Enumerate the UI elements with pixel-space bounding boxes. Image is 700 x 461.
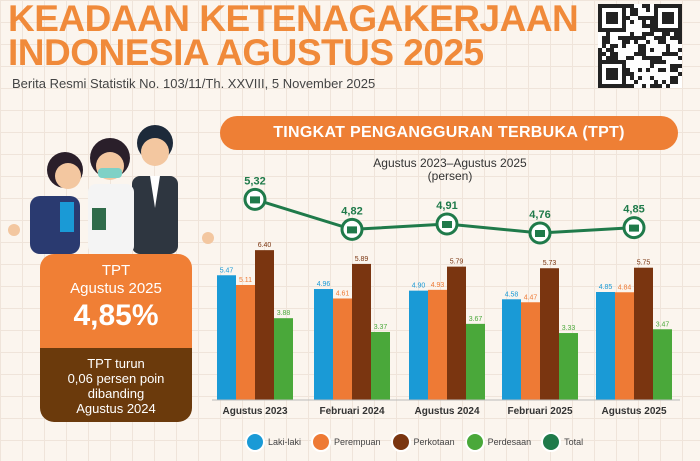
bar-value-label: 4.90 [412, 283, 426, 290]
perkotaan-icon [390, 432, 411, 452]
bar-value-label: 4.58 [505, 291, 519, 298]
total-value-label: 4,85 [623, 204, 644, 216]
x-tick-label: Agustus 2025 [601, 406, 666, 417]
bar-value-label: 4.61 [336, 290, 350, 297]
bar-value-label: 4.96 [317, 281, 331, 288]
legend-item: Perempuan [311, 432, 381, 452]
bar-value-label: 5.47 [220, 267, 234, 274]
bar-perempuan [428, 289, 447, 400]
briefcase-icon [629, 224, 639, 232]
bar-perkotaan [540, 268, 559, 400]
laki-laki-icon [245, 432, 265, 452]
chart-period: Agustus 2023–Agustus 2025 [373, 156, 527, 170]
total-value-label: 5,32 [244, 175, 265, 187]
bar-value-label: 5.79 [450, 259, 464, 266]
bar-value-label: 3.33 [562, 325, 576, 332]
bar-laki-laki [596, 292, 615, 400]
tpt-change-note: TPT turun 0,06 persen poin dibanding Agu… [40, 348, 192, 422]
bar-laki-laki [409, 290, 428, 400]
qr-code[interactable] [598, 4, 682, 88]
summary-value: 4,85% [73, 299, 159, 332]
page-title: KEADAAN KETENAGAKERJAAN INDONESIA AGUSTU… [8, 0, 579, 73]
bar-value-label: 6.40 [258, 242, 272, 249]
bar-perempuan [521, 302, 540, 400]
chart-subtitle: Agustus 2023–Agustus 2025 (persen) [320, 157, 580, 183]
summary-label: TPT [101, 262, 131, 279]
briefcase-icon [347, 226, 357, 234]
legend-item: Perdesaan [464, 432, 532, 452]
people-illustration [8, 125, 214, 254]
bar-laki-laki [217, 275, 236, 400]
bar-value-label: 5.11 [239, 277, 252, 284]
bar-laki-laki [502, 299, 521, 400]
bar-perkotaan [352, 263, 371, 400]
bar-perdesaan [653, 329, 672, 400]
bar-value-label: 3.47 [656, 321, 670, 328]
legend-item: Total [541, 432, 583, 452]
perempuan-icon [311, 432, 332, 452]
bar-value-label: 5.73 [543, 260, 557, 267]
note-line: TPT turun [87, 356, 145, 371]
bar-perempuan [333, 298, 352, 400]
bar-value-label: 4.84 [618, 284, 632, 291]
bar-value-label: 4.85 [599, 284, 613, 291]
bar-perdesaan [274, 318, 293, 400]
x-tick-label: Agustus 2024 [414, 406, 479, 417]
bar-perkotaan [447, 266, 466, 400]
title-line-1: KEADAAN KETENAGAKERJAAN [8, 0, 579, 39]
bar-perkotaan [634, 267, 653, 400]
bar-value-label: 3.88 [277, 310, 291, 317]
note-line: Agustus 2024 [76, 401, 156, 416]
tpt-summary-card: TPT Agustus 2025 4,85% [40, 254, 192, 348]
legend-item: Laki-laki [245, 432, 301, 452]
bar-value-label: 3.37 [374, 324, 388, 331]
bar-perempuan [236, 284, 255, 400]
subtitle: Berita Resmi Statistik No. 103/11/Th. XX… [12, 76, 376, 91]
x-tick-label: Februari 2025 [507, 406, 572, 417]
bar-perdesaan [559, 333, 578, 400]
bar-value-label: 3.67 [469, 316, 483, 323]
chart-title: TINGKAT PENGANGGURAN TERBUKA (TPT) [220, 116, 678, 150]
legend-item: Perkotaan [390, 432, 455, 452]
note-line: 0,06 persen poin [67, 371, 165, 386]
briefcase-icon [442, 221, 452, 228]
bar-perdesaan [466, 323, 485, 400]
note-line: dibanding [87, 386, 145, 401]
bar-perkotaan [255, 250, 274, 400]
legend-label: Total [564, 437, 584, 447]
total-icon [541, 432, 562, 452]
chart-unit: (persen) [427, 169, 473, 183]
briefcase-icon [535, 230, 545, 237]
bar-perdesaan [371, 331, 390, 400]
title-line-2: INDONESIA AGUSTUS 2025 [8, 32, 484, 73]
total-value-label: 4,91 [436, 200, 457, 212]
bar-value-label: 5.89 [355, 256, 369, 263]
perdesaan-icon [464, 432, 485, 452]
bar-perempuan [615, 292, 634, 400]
x-tick-label: Agustus 2023 [222, 406, 287, 417]
bar-value-label: 5.75 [637, 260, 651, 267]
bar-laki-laki [314, 289, 333, 400]
total-value-label: 4,76 [529, 209, 550, 221]
bar-value-label: 4.93 [431, 282, 445, 289]
legend: Laki-laki Perempuan Perkotaan Perdesaan Tota… [245, 432, 583, 452]
bar-value-label: 4.47 [524, 294, 538, 301]
total-value-label: 4,82 [341, 205, 362, 217]
legend-label: Perkotaan [413, 437, 455, 447]
legend-label: Perdesaan [487, 437, 532, 447]
briefcase-icon [250, 196, 260, 204]
legend-label: Perempuan [334, 437, 381, 447]
x-tick-label: Februari 2024 [319, 406, 384, 417]
legend-label: Laki-laki [268, 437, 302, 447]
summary-period: Agustus 2025 [70, 280, 162, 297]
